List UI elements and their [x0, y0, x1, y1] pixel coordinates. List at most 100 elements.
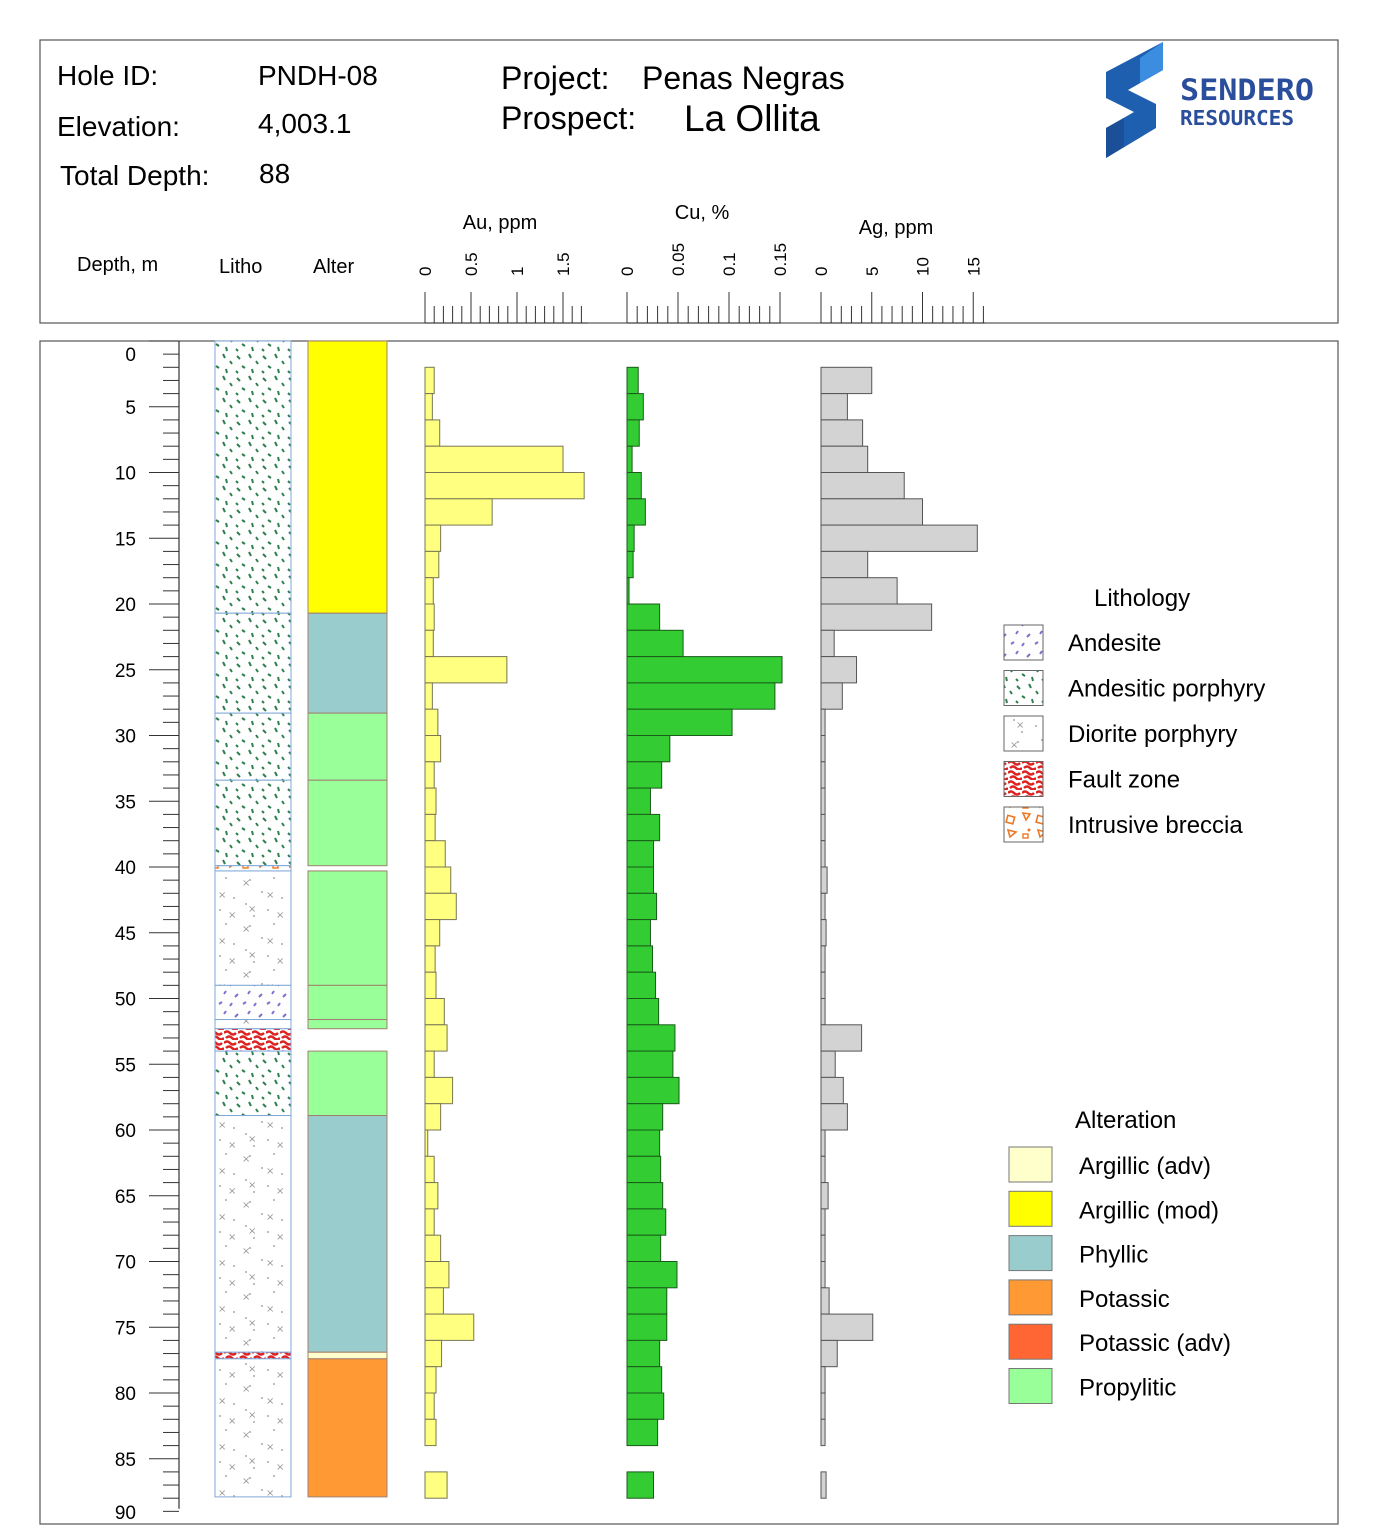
- cu-bar: [626, 1050, 674, 1078]
- ag-bar: [820, 1103, 848, 1131]
- lithology-legend-label: Intrusive breccia: [1068, 812, 1243, 839]
- litho-interval: [214, 1351, 292, 1360]
- litho-interval: [214, 1019, 292, 1030]
- au-bar: [424, 1313, 475, 1341]
- cu-bar: [626, 840, 655, 868]
- cu-axis-tick-label: 0.05: [669, 243, 688, 276]
- ag-bar: [820, 577, 898, 605]
- ag-axis-tick-label: 10: [914, 257, 933, 276]
- au-bar: [424, 550, 440, 579]
- ag-axis-tick-label: 15: [964, 257, 983, 276]
- lithology-legend-label: Andesite: [1068, 630, 1161, 657]
- total-depth-label: Total Depth:: [60, 160, 209, 191]
- ag-bar: [820, 629, 835, 658]
- au-bar: [424, 445, 564, 474]
- au-axis-tick-label: 1: [508, 267, 527, 276]
- depth-tick-label: 55: [115, 1055, 136, 1076]
- cu-bar: [626, 1313, 668, 1341]
- ag-bar: [820, 1050, 836, 1078]
- ag-bar: [820, 524, 978, 552]
- alteration-interval: [307, 1358, 388, 1498]
- ag-bar: [820, 1024, 863, 1052]
- alter-column-header: Alter: [313, 256, 354, 278]
- ag-bar: [820, 1261, 826, 1289]
- alteration-interval: [307, 1351, 388, 1360]
- cu-bar: [626, 1129, 661, 1157]
- ag-bar: [820, 419, 864, 447]
- ag-bar: [820, 1339, 838, 1368]
- sendero-logo: SENDERO RESOURCES: [1106, 42, 1314, 158]
- cu-bar: [626, 708, 733, 737]
- au-bar: [424, 1155, 435, 1184]
- ag-bar: [820, 813, 826, 842]
- ag-bar: [820, 735, 826, 763]
- au-bar: [424, 393, 433, 421]
- ag-axis-tick-label: 5: [863, 267, 882, 276]
- cu-bar: [626, 472, 642, 500]
- depth-tick-label: 25: [115, 661, 136, 682]
- alteration-interval: [307, 1050, 388, 1117]
- alteration-legend-label: Argillic (adv): [1079, 1153, 1211, 1180]
- depth-tick-label: 50: [115, 990, 136, 1011]
- alteration-swatch: [1008, 1190, 1053, 1227]
- lithology-swatch: [1003, 761, 1044, 797]
- plot-layer: 051015202530354045505560657075808590Au, …: [115, 202, 1266, 1524]
- ag-bar: [820, 366, 873, 395]
- au-bar: [424, 708, 439, 737]
- prospect-value: La Ollita: [684, 98, 820, 139]
- au-bar: [424, 735, 442, 763]
- cu-bar: [626, 1076, 680, 1105]
- ag-bar: [820, 682, 843, 710]
- cu-bar: [626, 1287, 668, 1315]
- alteration-legend-label: Phyllic: [1079, 1242, 1148, 1269]
- cu-bar: [626, 813, 661, 842]
- ag-bar: [820, 1234, 826, 1262]
- cu-bar: [626, 1418, 659, 1447]
- ag-bar: [820, 892, 826, 921]
- au-bar: [424, 1103, 442, 1131]
- depth-tick-label: 0: [125, 345, 136, 366]
- cu-bar: [626, 445, 633, 474]
- alteration-legend-label: Argillic (mod): [1079, 1197, 1219, 1224]
- au-bar: [424, 1076, 454, 1105]
- au-bar: [424, 1050, 435, 1078]
- litho-interval: [214, 1050, 292, 1117]
- au-axis-tick-label: 0.5: [462, 252, 481, 276]
- total-depth-value: 88: [259, 158, 290, 189]
- ag-bar: [820, 761, 826, 789]
- au-bar: [424, 919, 441, 947]
- au-bar: [424, 1234, 442, 1262]
- ag-bar: [820, 1366, 826, 1394]
- depth-tick-label: 80: [115, 1384, 136, 1405]
- cu-bar: [626, 1024, 676, 1052]
- ag-bar: [820, 787, 826, 815]
- au-bar: [424, 577, 434, 605]
- cu-bar: [626, 787, 651, 815]
- au-bar: [424, 1418, 437, 1447]
- ag-bar: [820, 498, 923, 526]
- ag-bar: [820, 1418, 826, 1447]
- ag-bar: [820, 1076, 844, 1105]
- ag-bar: [820, 656, 858, 684]
- au-bar: [424, 1129, 429, 1157]
- litho-interval: [214, 1115, 292, 1353]
- au-bar: [424, 366, 435, 395]
- project-label: Project:: [501, 60, 609, 96]
- depth-column-header: Depth, m: [77, 254, 158, 276]
- alteration-interval: [307, 779, 388, 867]
- ag-bar: [820, 1392, 826, 1420]
- au-bar: [424, 1261, 450, 1289]
- ag-bar: [820, 393, 848, 421]
- depth-tick-label: 60: [115, 1121, 136, 1142]
- cu-bar: [626, 945, 653, 973]
- ag-bar: [820, 1313, 874, 1341]
- au-bar: [424, 892, 457, 921]
- depth-tick-label: 20: [115, 595, 136, 616]
- cu-bar: [626, 656, 783, 684]
- cu-bar: [626, 1261, 678, 1289]
- au-bar: [424, 1339, 443, 1368]
- ag-bar: [820, 472, 905, 500]
- hole-id-value: PNDH-08: [258, 60, 378, 91]
- cu-bar: [626, 603, 661, 631]
- lithology-legend-title: Lithology: [1094, 585, 1190, 612]
